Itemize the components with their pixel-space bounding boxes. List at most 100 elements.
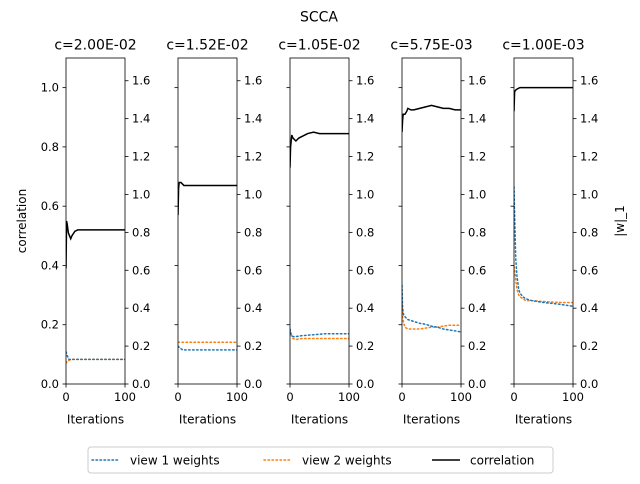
panel-5: c=1.00E-03 0.0 0.2 0.4 0.6 0.8 1.0 1.2 1.4 1.6 0 10… — [502, 38, 598, 427]
view-1-weights-line — [402, 284, 461, 333]
y-right-tick-label: 1.6 — [580, 74, 598, 88]
panel-title: c=1.00E-03 — [502, 38, 584, 54]
view-2-weights-line — [402, 303, 461, 330]
view-1-weights-line — [514, 186, 573, 308]
correlation-line — [290, 131, 349, 168]
x-axis-label: Iterations — [179, 413, 236, 427]
view-2-weights-line — [290, 330, 349, 341]
y-right-tick-label: 0.4 — [132, 301, 150, 315]
axes-frame — [177, 57, 238, 385]
y-right-tick-label: 1.6 — [468, 74, 486, 88]
y-right-tick-label: 0.2 — [244, 339, 262, 353]
axes-frame — [289, 57, 350, 385]
x-tick-label: 100 — [338, 390, 360, 404]
y-right-tick-label: 0.2 — [132, 339, 150, 353]
figure-title: SCCA — [300, 10, 338, 26]
y-right-tick-label: 1.0 — [468, 187, 486, 201]
correlation-line — [402, 104, 461, 133]
y-left-tick-label: 0.0 — [41, 377, 59, 391]
y-right-tick-label: 0.4 — [580, 301, 598, 315]
panel-title: c=2.00E-02 — [54, 38, 136, 54]
y-right-tick-label: 0.6 — [132, 263, 150, 277]
legend-entry-correlation: correlation — [432, 454, 534, 468]
panel-title: c=1.05E-02 — [278, 38, 360, 54]
x-axis-label: Iterations — [67, 413, 124, 427]
y-right-tick-label: 0.2 — [580, 339, 598, 353]
y-left-tick-label: 0.2 — [41, 318, 59, 332]
x-tick-label: 100 — [226, 390, 248, 404]
axes-frame — [401, 57, 462, 385]
y-right-tick-label: 1.0 — [356, 187, 374, 201]
y-right-tick-label: 0.8 — [132, 225, 150, 239]
y-left-tick-label: 1.0 — [41, 81, 59, 95]
legend-label: view 1 weights — [130, 454, 220, 468]
panel-3: c=1.05E-02 0.0 0.2 0.4 0.6 0.8 1.0 1.2 1.4 1.6 0 10… — [278, 38, 374, 427]
x-tick-label: 100 — [114, 390, 136, 404]
x-axis-label: Iterations — [291, 413, 348, 427]
y-right-tick-label: 1.6 — [244, 74, 262, 88]
legend-label: correlation — [470, 454, 534, 468]
y-right-tick-label: 0.8 — [244, 225, 262, 239]
y-right-tick-label: 1.0 — [580, 187, 598, 201]
y-right-tick-label: 1.6 — [356, 74, 374, 88]
y-right-tick-label: 1.2 — [580, 150, 598, 164]
legend-entry-view-2-weights: view 2 weights — [263, 454, 392, 468]
y-right-tick-label: 0.4 — [356, 301, 374, 315]
y-right-tick-label: 1.0 — [244, 187, 262, 201]
axes-frame — [513, 57, 574, 385]
axes-frame — [65, 57, 126, 385]
y-right-tick-label: 0.4 — [244, 301, 262, 315]
y-right-tick-label: 0.6 — [244, 263, 262, 277]
view-1-weights-line — [178, 345, 237, 351]
correlation-line — [514, 86, 573, 112]
y-right-tick-label: 0.0 — [356, 377, 374, 391]
x-axis-label: Iterations — [403, 413, 460, 427]
view-1-weights-line — [290, 328, 349, 338]
y-right-tick-label: 1.4 — [356, 112, 374, 126]
view-2-weights-line — [514, 265, 573, 304]
panel-title: c=1.52E-02 — [166, 38, 248, 54]
panel-title: c=5.75E-03 — [390, 38, 472, 54]
y-left-tick-label: 0.6 — [41, 199, 59, 213]
x-tick-label: 0 — [286, 390, 293, 404]
y-right-tick-label: 1.4 — [580, 112, 598, 126]
y-left-tick-label: 0.4 — [41, 258, 59, 272]
y-right-tick-label: 1.2 — [244, 150, 262, 164]
x-axis-label: Iterations — [515, 413, 572, 427]
legend-label: view 2 weights — [302, 454, 392, 468]
legend: view 1 weights view 2 weights correlation — [87, 446, 554, 474]
y-right-tick-label: 1.2 — [356, 150, 374, 164]
y-right-tick-label: 1.4 — [468, 112, 486, 126]
y-right-tick-label: 0.8 — [356, 225, 374, 239]
y-right-tick-label: 1.2 — [468, 150, 486, 164]
x-tick-label: 0 — [174, 390, 181, 404]
y-right-tick-label: 0.6 — [580, 263, 598, 277]
x-tick-label: 100 — [562, 390, 584, 404]
y-right-tick-label: 0.8 — [580, 225, 598, 239]
x-tick-label: 100 — [450, 390, 472, 404]
y-right-tick-label: 0.6 — [356, 263, 374, 277]
legend-frame — [87, 446, 554, 474]
y-right-tick-label: 1.6 — [132, 74, 150, 88]
y-right-tick-label: 1.2 — [132, 150, 150, 164]
y-right-tick-label: 0.8 — [468, 225, 486, 239]
panel-2: c=1.52E-02 0.0 0.2 0.4 0.6 0.8 1.0 1.2 1.4 1.6 0 10… — [166, 38, 262, 427]
y-right-tick-label: 0.6 — [468, 263, 486, 277]
y-right-tick-label: 0.2 — [468, 339, 486, 353]
y-right-tick-label: 0.0 — [244, 377, 262, 391]
y-right-tick-label: 1.4 — [132, 112, 150, 126]
correlation-line — [178, 181, 237, 216]
panels-layer: c=2.00E-02 0.0 0.2 0.4 0.6 0.8 1.0 0.0 0.2 0.4 0.6… — [41, 38, 599, 427]
panel-1: c=2.00E-02 0.0 0.2 0.4 0.6 0.8 1.0 0.0 0.2 0.4 0.6… — [41, 38, 151, 427]
y-right-tick-label: 1.0 — [132, 187, 150, 201]
correlation-line — [66, 220, 125, 269]
view-1-weights-line — [66, 351, 125, 361]
x-tick-label: 0 — [510, 390, 517, 404]
y-axis-label-left: correlation — [15, 189, 29, 253]
x-tick-label: 0 — [398, 390, 405, 404]
legend-entry-view-1-weights: view 1 weights — [91, 454, 220, 468]
y-right-tick-label: 0.0 — [468, 377, 486, 391]
panel-4: c=5.75E-03 0.0 0.2 0.4 0.6 0.8 1.0 1.2 1.4 1.6 0 10… — [390, 38, 486, 427]
